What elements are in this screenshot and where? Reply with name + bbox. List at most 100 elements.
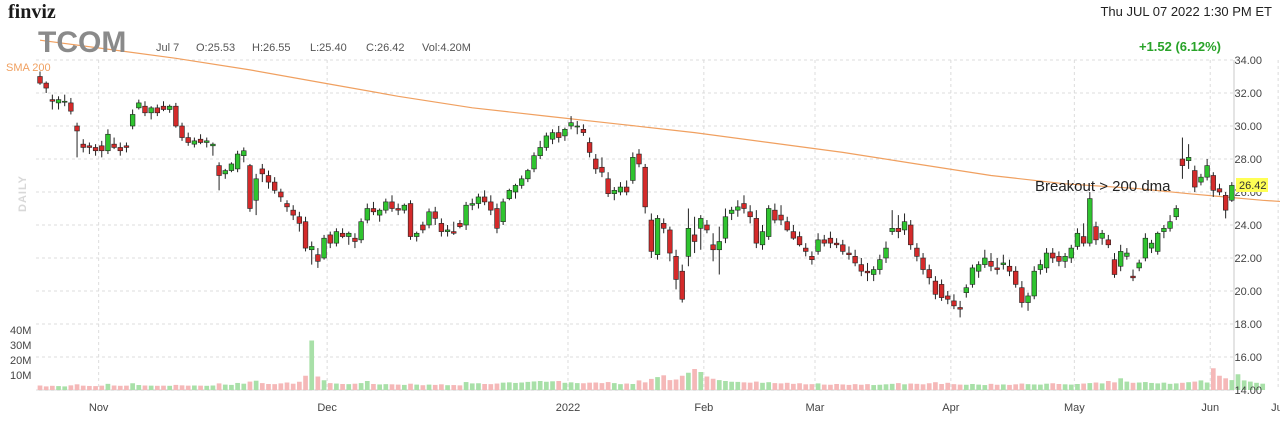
candle bbox=[105, 129, 111, 155]
volume-bar bbox=[655, 377, 660, 390]
candle bbox=[549, 129, 556, 145]
volume-bar bbox=[99, 385, 105, 390]
candle bbox=[488, 195, 494, 216]
candle bbox=[975, 261, 982, 278]
candle bbox=[1229, 182, 1235, 202]
ticker-symbol: TCOM bbox=[38, 26, 126, 59]
candle bbox=[1216, 183, 1223, 196]
brand-logo[interactable]: finviz bbox=[8, 1, 56, 23]
volume-bar bbox=[68, 385, 74, 390]
candle-body bbox=[796, 236, 803, 246]
candle-body bbox=[506, 190, 512, 199]
candle bbox=[426, 208, 432, 229]
candle-body bbox=[895, 228, 902, 232]
candle-body bbox=[142, 105, 148, 114]
volume-bar bbox=[74, 384, 80, 390]
candle bbox=[815, 233, 821, 255]
volume-bar bbox=[401, 384, 407, 390]
volume-bar bbox=[840, 384, 846, 390]
candle bbox=[871, 266, 877, 282]
candle bbox=[92, 144, 99, 156]
volume-bar bbox=[809, 384, 815, 390]
candle-body bbox=[210, 143, 216, 147]
volume-bar bbox=[1019, 383, 1025, 390]
volume-bar bbox=[463, 382, 469, 390]
month-tick-label: Mar bbox=[806, 402, 825, 414]
volume-bar bbox=[210, 385, 216, 390]
candle-body bbox=[778, 214, 784, 221]
candle bbox=[432, 206, 438, 225]
candle-body bbox=[624, 186, 630, 193]
candle-body bbox=[253, 178, 259, 201]
volume-bar bbox=[494, 383, 500, 390]
volume-bar bbox=[346, 384, 352, 390]
volume-bar bbox=[599, 383, 605, 390]
candle-body bbox=[1025, 295, 1031, 303]
volume-bar bbox=[445, 385, 450, 390]
candle bbox=[611, 187, 617, 201]
volume-value: Vol:4.20M bbox=[422, 42, 471, 54]
candle-body bbox=[735, 206, 741, 211]
candle bbox=[827, 231, 834, 249]
candle-body bbox=[444, 229, 451, 232]
volume-bar bbox=[414, 384, 420, 390]
candle-body bbox=[228, 163, 235, 171]
candle bbox=[679, 264, 685, 303]
volume-tick-label: 10M bbox=[10, 370, 31, 382]
volume-bar bbox=[111, 385, 117, 390]
candle-body bbox=[815, 239, 821, 252]
candle-body bbox=[673, 256, 679, 280]
volume-bar bbox=[383, 384, 389, 390]
candle bbox=[1074, 228, 1081, 250]
candle bbox=[599, 157, 605, 178]
candle bbox=[593, 154, 599, 174]
volume-bar bbox=[377, 384, 382, 390]
volume-bar bbox=[1198, 380, 1204, 390]
volume-bar bbox=[679, 375, 685, 390]
candle-body bbox=[1142, 237, 1149, 259]
last-price-tag-bg bbox=[1236, 178, 1268, 192]
candle bbox=[901, 213, 908, 235]
candle bbox=[722, 208, 729, 244]
candle bbox=[772, 203, 778, 224]
volume-bar bbox=[889, 383, 895, 390]
candle-body bbox=[1043, 252, 1050, 269]
candle bbox=[994, 258, 1000, 275]
breakout-annotation: Breakout > 200 dma bbox=[1035, 178, 1171, 195]
volume-bar bbox=[902, 384, 907, 390]
volume-bar bbox=[1112, 382, 1117, 390]
candle-body bbox=[1013, 270, 1019, 285]
volume-bar bbox=[970, 384, 975, 390]
candle-body bbox=[747, 211, 753, 218]
volume-bar bbox=[605, 382, 611, 390]
candle bbox=[475, 193, 482, 209]
candle bbox=[302, 216, 309, 252]
volume-bar bbox=[803, 384, 809, 390]
candle bbox=[982, 249, 988, 268]
candle-body bbox=[401, 204, 407, 211]
candle bbox=[259, 163, 265, 183]
candle bbox=[710, 233, 716, 262]
candle-body bbox=[605, 178, 611, 194]
candle bbox=[204, 137, 210, 148]
candle bbox=[796, 231, 803, 247]
volume-bar bbox=[939, 384, 944, 390]
candle-body bbox=[957, 307, 963, 310]
candle-body bbox=[62, 100, 68, 103]
volume-bar bbox=[1241, 380, 1247, 390]
candle bbox=[889, 210, 895, 235]
price-tick-label: 32.00 bbox=[1234, 88, 1262, 100]
candle bbox=[568, 116, 574, 130]
volume-bar bbox=[222, 384, 228, 390]
volume-bar bbox=[1161, 382, 1167, 390]
candle bbox=[858, 258, 864, 277]
volume-bar bbox=[229, 384, 234, 390]
volume-bar bbox=[321, 380, 327, 390]
candle-body bbox=[790, 231, 797, 239]
candle-body bbox=[525, 170, 531, 180]
volume-bar bbox=[1180, 382, 1185, 390]
candle-body bbox=[753, 218, 759, 244]
candle bbox=[197, 134, 204, 145]
candle bbox=[512, 183, 519, 199]
candle-body bbox=[883, 247, 889, 259]
